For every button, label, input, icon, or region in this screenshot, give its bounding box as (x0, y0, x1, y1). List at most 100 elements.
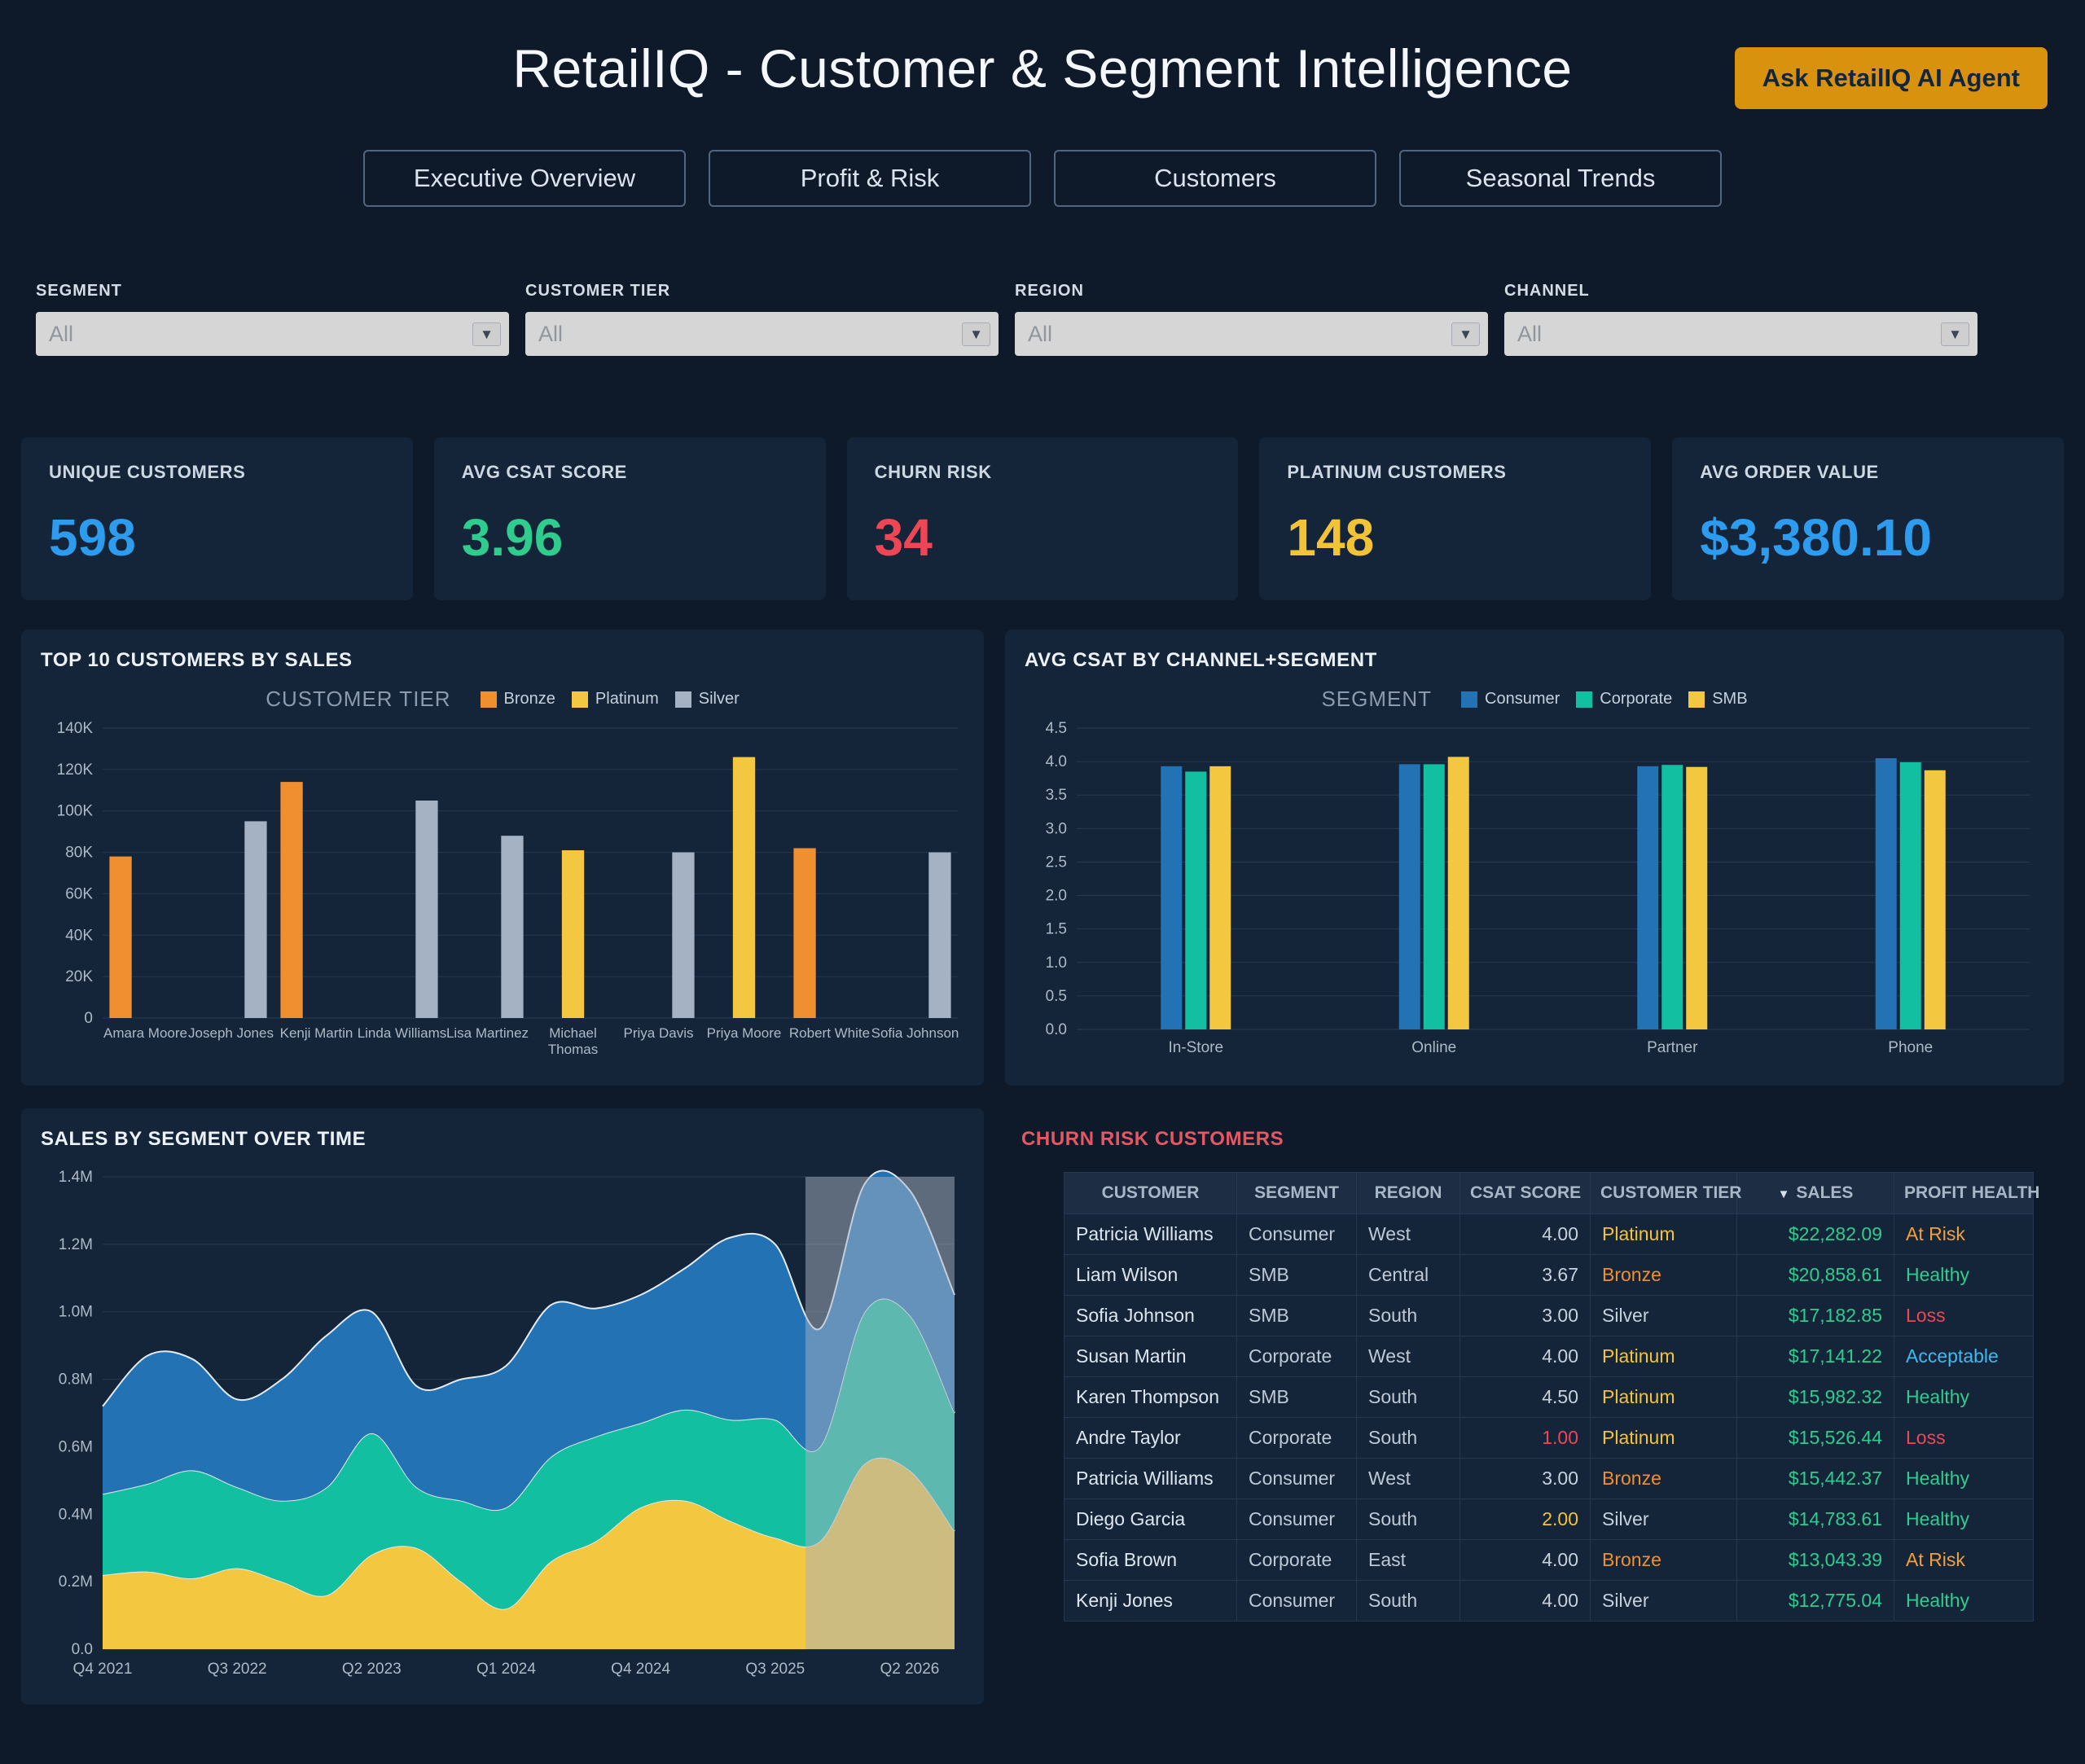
bar-sofia-johnson (928, 852, 951, 1018)
cell-health: At Risk (1894, 1539, 2034, 1581)
kpi-value: 3.96 (461, 508, 564, 567)
kpi-value: 598 (49, 508, 136, 567)
page-title: RetailIQ - Customer & Segment Intelligen… (512, 38, 1573, 99)
tab-seasonal-trends[interactable]: Seasonal Trends (1399, 150, 1722, 207)
svg-text:0.8M: 0.8M (59, 1371, 93, 1389)
sales-stacked-area-chart: 0.0 0.2M 0.4M 0.6M 0.8M 1.0M 1.2M 1.4M Q4 2021 Q3… (59, 1169, 955, 1678)
cell-health: Healthy (1894, 1499, 2034, 1540)
customer-tier-select-value: All (538, 321, 564, 346)
col-header-profit-health[interactable]: PROFIT HEALTH (1894, 1172, 2039, 1214)
channel-select-value: All (1517, 321, 1543, 346)
bar-linda-williams (415, 801, 438, 1018)
cell-sales: $14,783.61 (1736, 1499, 1894, 1540)
legend-item-smb[interactable]: SMB (1688, 690, 1748, 709)
bar-in-store-smb (1209, 766, 1231, 1029)
sort-desc-icon[interactable]: ▼ (1777, 1187, 1790, 1201)
highlight-band (805, 1177, 955, 1649)
tab-bar: Executive Overview Profit & Risk Custome… (0, 150, 2085, 207)
region-select[interactable]: All ▼ (1015, 312, 1488, 356)
svg-text:Online: Online (1411, 1039, 1456, 1056)
cell-region: Central (1356, 1254, 1460, 1296)
ask-ai-agent-button[interactable]: Ask RetailIQ AI Agent (1734, 47, 2048, 109)
cell-tier: Bronze (1590, 1539, 1737, 1581)
segment-select[interactable]: All ▼ (36, 312, 509, 356)
col-header-csat-score[interactable]: CSAT SCORE (1460, 1172, 1591, 1214)
svg-text:100K: 100K (57, 803, 94, 820)
legend-item-corporate[interactable]: Corporate (1576, 690, 1672, 709)
top-customers-title: TOP 10 CUSTOMERS BY SALES (41, 649, 353, 671)
cell-csat: 4.00 (1460, 1336, 1591, 1377)
tab-customers[interactable]: Customers (1054, 150, 1376, 207)
svg-text:Q2 2026: Q2 2026 (880, 1661, 939, 1678)
col-header-customer-tier[interactable]: CUSTOMER TIER (1590, 1172, 1741, 1214)
col-header-customer[interactable]: CUSTOMER (1064, 1172, 1237, 1214)
cell-segment: Consumer (1236, 1458, 1357, 1499)
svg-text:Q3 2025: Q3 2025 (745, 1661, 805, 1678)
cell-sales: $13,043.39 (1736, 1539, 1894, 1581)
svg-text:Q3 2022: Q3 2022 (208, 1661, 267, 1678)
churn-risk-panel: CHURN RISK CUSTOMERS CUSTOMER SEGMENT REGI… (1005, 1108, 2064, 1705)
cell-tier: Bronze (1590, 1458, 1737, 1499)
bar-lisa-martinez (501, 836, 524, 1018)
table-row: Karen Thompson SMB South 4.50 Platinum $15,98… (1064, 1376, 2034, 1418)
cell-health: At Risk (1894, 1213, 2034, 1255)
legend-item-platinum[interactable]: Platinum (571, 690, 659, 709)
kpi-value: 34 (874, 508, 933, 567)
cell-sales: $15,442.37 (1736, 1458, 1894, 1499)
cell-csat: 4.00 (1460, 1539, 1591, 1581)
channel-filter-label: CHANNEL (1504, 282, 1590, 300)
cell-segment: Consumer (1236, 1580, 1357, 1621)
table-row: Kenji Jones Consumer South 4.00 Silver $12,77… (1064, 1580, 2034, 1621)
svg-text:3.5: 3.5 (1046, 787, 1067, 804)
legend-item-silver[interactable]: Silver (674, 690, 740, 709)
bar-phone-corporate (1899, 761, 1921, 1029)
legend-item-bronze[interactable]: Bronze (480, 690, 555, 709)
cell-tier: Platinum (1590, 1376, 1737, 1418)
cell-health: Healthy (1894, 1376, 2034, 1418)
cell-tier: Silver (1590, 1580, 1737, 1621)
churn-risk-title: CHURN RISK CUSTOMERS (1021, 1128, 1284, 1150)
top-customers-bar-chart: 0 20K 40K 60K 80K 100K 120K 140K Amara Moore Jose… (57, 720, 959, 1057)
svg-text:0.0: 0.0 (72, 1641, 93, 1658)
tab-profit-risk[interactable]: Profit & Risk (709, 150, 1031, 207)
customer-tier-select[interactable]: All ▼ (525, 312, 999, 356)
dashboard-body: TOP 10 CUSTOMERS BY SALES CUSTOMER TIER … (0, 630, 2085, 1705)
filter-bar: SEGMENT All ▼ CUSTOMER TIER All ▼ REGION… (0, 282, 2085, 356)
cell-region: West (1356, 1336, 1460, 1377)
svg-text:40K: 40K (65, 927, 93, 944)
kpi-value: $3,380.10 (1700, 508, 1932, 567)
segment-filter-label: SEGMENT (36, 282, 122, 300)
col-header-sales[interactable]: ▼ SALES (1736, 1172, 1894, 1214)
bar-priya-moore (732, 757, 756, 1018)
cell-sales: $17,182.85 (1736, 1295, 1894, 1336)
region-select-value: All (1028, 321, 1053, 346)
svg-text:60K: 60K (65, 885, 93, 902)
svg-text:Q4 2021: Q4 2021 (73, 1661, 133, 1678)
sales-over-time-title: SALES BY SEGMENT OVER TIME (41, 1128, 367, 1150)
svg-text:4.0: 4.0 (1046, 753, 1067, 770)
cell-segment: SMB (1236, 1254, 1357, 1296)
cell-sales: $12,775.04 (1736, 1580, 1894, 1621)
cell-sales: $15,526.44 (1736, 1417, 1894, 1459)
table-row: Sofia Johnson SMB South 3.00 Silver $17,182.8… (1064, 1295, 2034, 1336)
svg-text:1.2M: 1.2M (59, 1236, 93, 1253)
chevron-down-icon: ▼ (962, 322, 990, 346)
cell-region: South (1356, 1295, 1460, 1336)
bar-partner-corporate (1661, 765, 1683, 1029)
bar-online-consumer (1398, 764, 1420, 1029)
cell-customer: Sofia Brown (1064, 1539, 1237, 1581)
csat-title: AVG CSAT BY CHANNEL+SEGMENT (1025, 649, 1377, 671)
col-header-region[interactable]: REGION (1356, 1172, 1460, 1214)
legend-swatch (1461, 691, 1478, 708)
table-row: Patricia Williams Consumer West 3.00 Bronze $… (1064, 1458, 2034, 1499)
cell-segment: Corporate (1236, 1417, 1357, 1459)
legend-swatch (480, 691, 497, 708)
svg-text:0.0: 0.0 (1046, 1021, 1067, 1038)
svg-text:Priya Davis: Priya Davis (624, 1025, 694, 1041)
tab-executive-overview[interactable]: Executive Overview (363, 150, 686, 207)
svg-text:140K: 140K (57, 720, 94, 737)
legend-item-consumer[interactable]: Consumer (1461, 690, 1560, 709)
channel-select[interactable]: All ▼ (1504, 312, 1977, 356)
col-header-segment[interactable]: SEGMENT (1236, 1172, 1357, 1214)
